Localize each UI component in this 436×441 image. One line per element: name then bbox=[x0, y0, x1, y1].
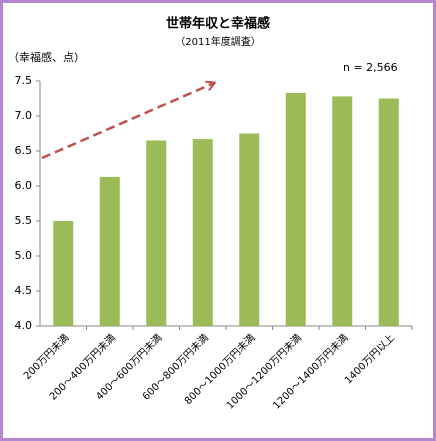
y-tick-label: 7.5 bbox=[15, 74, 33, 87]
chart-subtitle: （2011年度調査） bbox=[175, 35, 260, 48]
y-tick-label: 6.5 bbox=[15, 144, 33, 157]
annotation: n = 2,566 bbox=[343, 61, 398, 74]
bar bbox=[53, 221, 74, 326]
bar bbox=[146, 140, 167, 326]
chart-title: 世帯年収と幸福感 bbox=[166, 16, 270, 32]
y-axis-label: （幸福感、点） bbox=[8, 50, 85, 64]
bar bbox=[99, 176, 120, 326]
bar bbox=[239, 133, 260, 326]
bar bbox=[192, 139, 213, 326]
y-tick-label: 5.5 bbox=[15, 214, 33, 227]
trend-arrow bbox=[41, 83, 214, 160]
bar bbox=[285, 92, 306, 327]
y-tick-label: 4.5 bbox=[15, 284, 33, 297]
y-tick-label: 7.0 bbox=[15, 109, 33, 122]
y-tick-label: 4.0 bbox=[15, 319, 33, 332]
bar bbox=[378, 98, 399, 326]
y-tick-label: 6.0 bbox=[15, 179, 33, 192]
y-tick-label: 5.0 bbox=[15, 249, 33, 262]
bar bbox=[332, 96, 353, 327]
